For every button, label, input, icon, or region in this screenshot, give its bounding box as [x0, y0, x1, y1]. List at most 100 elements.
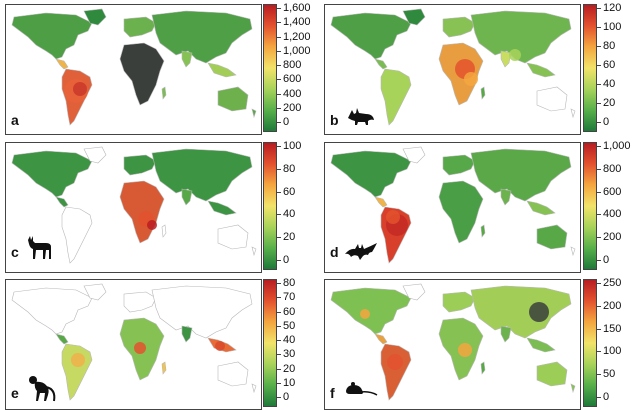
region-europe — [442, 16, 476, 38]
region-nz — [570, 108, 576, 119]
colorbar-ticks-e: 80 70 60 50 40 30 20 10 0 — [276, 277, 323, 405]
region-australia — [217, 224, 249, 250]
region-namerica — [330, 287, 412, 335]
region-nz — [251, 246, 257, 257]
colorbar-tick-label: 250 — [596, 277, 622, 289]
colorbar-tick-label: 0 — [276, 116, 290, 128]
colorbar-tick-label: 0 — [276, 391, 290, 403]
region-camerica — [55, 58, 69, 70]
panel-c: c 100 80 60 40 20 0 — [0, 138, 320, 273]
region-nz — [570, 383, 576, 394]
colorbar-tick-label: 20 — [596, 97, 616, 109]
region-seasia — [526, 337, 556, 353]
richness-hotspot — [215, 341, 225, 351]
region-camerica — [55, 196, 69, 208]
colorbar-b — [583, 4, 597, 132]
region-samerica — [380, 68, 412, 126]
colorbar-c — [263, 142, 277, 270]
richness-hotspot — [73, 82, 87, 96]
map-svg-e — [11, 283, 257, 401]
colorbar-tick-label: 30 — [276, 348, 296, 361]
colorbar-tick-label: 600 — [276, 73, 302, 86]
region-camerica — [55, 333, 69, 345]
map-svg-c — [11, 146, 257, 264]
region-australia — [536, 86, 568, 112]
world-map-f — [324, 279, 581, 410]
region-africa — [119, 180, 165, 244]
colorbar-tick-label: 60 — [596, 59, 616, 71]
region-greenland — [83, 8, 107, 26]
region-greenland — [83, 146, 107, 164]
map-svg-a — [11, 8, 257, 126]
colorbar-tick-label: 800 — [596, 162, 622, 175]
monkey-icon — [26, 371, 58, 408]
colorbar-tick-label: 20 — [276, 362, 296, 375]
colorbar-tick-label: 1,200 — [277, 30, 311, 43]
region-india — [181, 50, 193, 68]
region-madagascar — [480, 224, 486, 238]
colorbar-tick-label: 200 — [276, 101, 302, 114]
colorbar-ticks-c: 100 80 60 40 20 0 — [276, 140, 323, 268]
colorbar-tick-label: 80 — [276, 277, 296, 289]
colorbar-tick-label: 80 — [596, 40, 616, 52]
colorbar-tick-label: 600 — [596, 185, 622, 198]
panel-letter-f: f — [330, 385, 335, 401]
region-india — [181, 325, 193, 343]
panel-letter-b: b — [330, 112, 339, 128]
colorbar-tick-label: 20 — [276, 231, 296, 244]
region-europe — [123, 154, 157, 176]
region-madagascar — [480, 361, 486, 375]
region-nz — [570, 246, 576, 257]
colorbar-ticks-d: 1,000 800 600 400 200 0 — [596, 141, 640, 268]
colorbar-tick-label: 100 — [276, 140, 302, 152]
region-asia — [470, 148, 572, 202]
region-madagascar — [161, 224, 167, 238]
colorbar-tick-label: 40 — [276, 334, 296, 346]
richness-hotspot — [360, 309, 370, 319]
region-india — [500, 188, 512, 206]
map-svg-b — [330, 8, 576, 126]
region-asia — [470, 10, 572, 64]
region-seasia — [207, 62, 237, 78]
region-namerica — [330, 12, 412, 60]
antelope-icon — [24, 234, 56, 267]
colorbar-tick-label: 1,600 — [277, 2, 311, 14]
colorbar-tick-label: 800 — [276, 59, 302, 71]
colorbar-d — [583, 142, 597, 270]
panel-letter-d: d — [330, 244, 339, 260]
region-asia — [151, 148, 253, 202]
region-namerica — [11, 287, 93, 335]
richness-hotspot — [134, 342, 146, 354]
richness-hotspot — [147, 220, 157, 230]
region-europe — [442, 154, 476, 176]
colorbar-e — [263, 279, 277, 407]
colorbar-a — [263, 4, 277, 132]
region-camerica — [374, 58, 388, 70]
colorbar-ticks-b: 120 100 80 60 40 20 0 — [596, 3, 640, 130]
panel-letter-e: e — [11, 385, 19, 401]
region-camerica — [374, 333, 388, 345]
colorbar-tick-label: 50 — [596, 368, 616, 381]
region-asia — [151, 285, 253, 339]
colorbar-tick-label: 60 — [276, 185, 296, 198]
rodent-icon — [342, 379, 378, 404]
panel-a: a 1,600 1,400 1,200 1,000 800 600 400 200 0 — [0, 0, 320, 135]
richness-hotspot — [126, 55, 146, 75]
colorbar-tick-label: 200 — [596, 231, 622, 244]
region-seasia — [526, 200, 556, 216]
region-madagascar — [161, 86, 167, 100]
region-namerica — [330, 150, 412, 198]
region-europe — [442, 291, 476, 313]
richness-hotspot — [529, 302, 549, 322]
panel-e: e 80 70 60 50 40 30 20 10 0 — [0, 275, 320, 410]
map-svg-f — [330, 283, 576, 401]
panel-d: d 1,000 800 600 400 200 0 — [320, 138, 640, 273]
region-greenland — [402, 283, 426, 301]
region-greenland — [83, 283, 107, 301]
panel-letter-c: c — [11, 244, 19, 260]
region-india — [500, 325, 512, 343]
colorbar-tick-label: 400 — [596, 208, 622, 221]
region-asia — [151, 10, 253, 64]
colorbar-tick-label: 60 — [276, 305, 296, 318]
colorbar-tick-label: 400 — [276, 87, 302, 100]
